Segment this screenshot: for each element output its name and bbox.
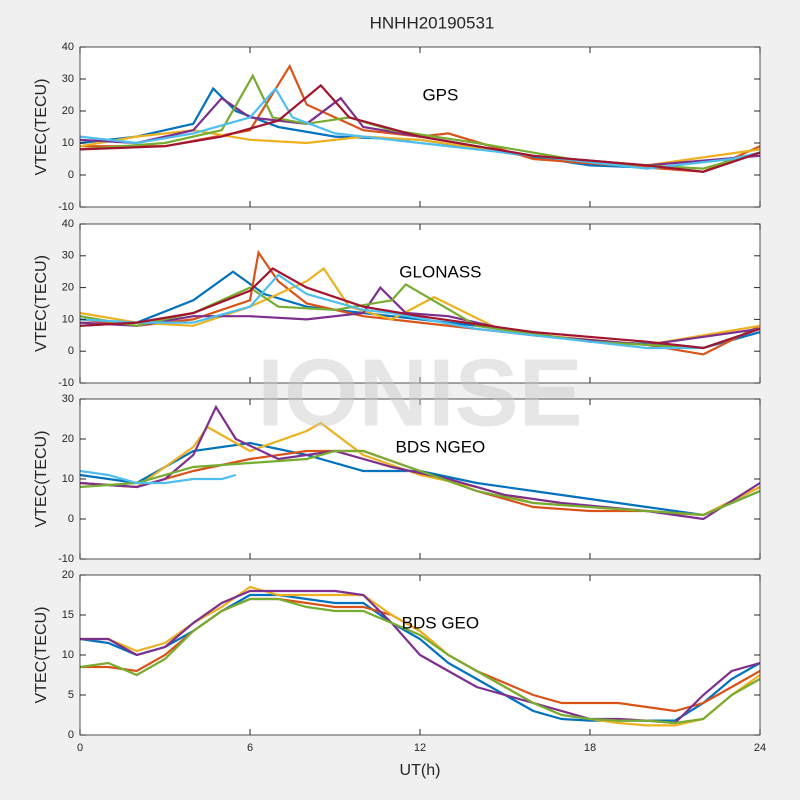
y-tick-label: 30: [62, 393, 74, 405]
y-axis-label: VTEC(TECU): [33, 607, 50, 704]
y-tick-label: 20: [62, 433, 74, 445]
y-tick-label: 20: [62, 105, 74, 117]
y-tick-label: 10: [62, 649, 74, 661]
vtec-line: [80, 83, 760, 173]
y-tick-label: 30: [62, 250, 74, 262]
y-tick-label: 20: [62, 282, 74, 294]
vtec-line: [80, 469, 237, 485]
y-tick-label: -10: [58, 553, 74, 565]
y-tick-label: 10: [62, 313, 74, 325]
vtec-line: [80, 273, 760, 350]
y-tick-label: 40: [62, 41, 74, 53]
y-tick-label: 30: [62, 73, 74, 85]
y-tick-label: 5: [68, 689, 74, 701]
watermark: IONISE: [257, 339, 582, 446]
panel-annotation: GLONASS: [399, 262, 481, 281]
x-tick-label: 6: [247, 742, 253, 754]
y-tick-label: 0: [68, 729, 74, 741]
y-tick-label: 0: [68, 345, 74, 357]
y-tick-label: 40: [62, 218, 74, 230]
y-tick-label: 20: [62, 569, 74, 581]
panel-annotation: GPS: [422, 85, 458, 104]
y-tick-label: 15: [62, 609, 74, 621]
plot-area: [80, 47, 760, 207]
x-tick-label: 12: [414, 742, 426, 754]
y-tick-label: -10: [58, 201, 74, 213]
y-axis-label: VTEC(TECU): [33, 79, 50, 176]
y-tick-label: 10: [62, 137, 74, 149]
y-axis-label: VTEC(TECU): [33, 431, 50, 528]
x-tick-label: 18: [584, 742, 596, 754]
vtec-line: [80, 597, 760, 725]
x-axis-label: UT(h): [400, 762, 441, 779]
vtec-line: [80, 267, 760, 350]
figure-title: HNHH20190531: [370, 13, 495, 32]
y-tick-label: -10: [58, 377, 74, 389]
x-tick-label: 0: [77, 742, 83, 754]
y-tick-label: 0: [68, 513, 74, 525]
panel-annotation: BDS NGEO: [396, 437, 486, 456]
x-tick-label: 24: [754, 742, 766, 754]
vtec-line: [80, 449, 760, 517]
panel-annotation: BDS GEO: [402, 613, 479, 632]
y-axis-label: VTEC(TECU): [33, 255, 50, 352]
y-tick-label: 10: [62, 473, 74, 485]
y-tick-label: 0: [68, 169, 74, 181]
